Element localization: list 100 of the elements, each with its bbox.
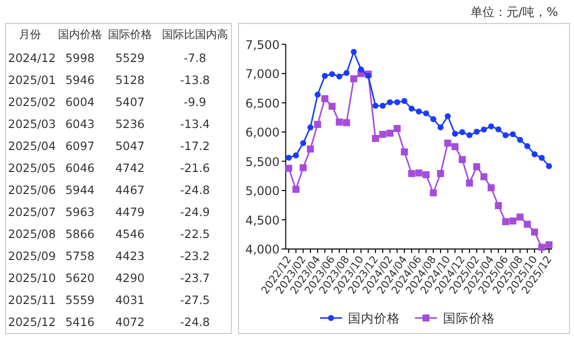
point — [532, 151, 538, 158]
point — [546, 241, 552, 248]
data-label: -23.7 — [180, 271, 210, 285]
point — [538, 244, 546, 251]
point — [459, 129, 466, 136]
point — [517, 136, 524, 143]
point — [401, 98, 408, 104]
data-label: -24.9 — [180, 205, 210, 219]
point — [343, 119, 350, 126]
point — [307, 124, 314, 130]
point — [350, 75, 358, 82]
point — [400, 148, 408, 156]
point — [466, 132, 472, 138]
data-label: 5128 — [115, 73, 145, 87]
point — [430, 116, 436, 122]
point — [546, 163, 552, 170]
point — [494, 202, 502, 210]
y-tick-label: 4,500 — [245, 213, 280, 228]
text: 月份 — [19, 28, 41, 41]
point — [538, 154, 545, 161]
point — [386, 99, 393, 106]
data-label: 4031 — [115, 293, 145, 307]
data-label: -23.2 — [180, 249, 210, 263]
point — [509, 217, 516, 224]
category-label: 2025/03 — [8, 117, 56, 131]
point — [524, 220, 531, 228]
point — [336, 73, 342, 80]
category-label: 2025/02 — [8, 95, 56, 109]
point — [314, 120, 322, 128]
point — [502, 132, 509, 138]
point — [358, 66, 364, 72]
y-tick-label: 6,500 — [245, 96, 280, 110]
point — [416, 108, 422, 115]
point — [437, 170, 444, 178]
point — [531, 228, 538, 236]
point — [480, 126, 487, 133]
data-label: 6043 — [65, 117, 95, 131]
point — [458, 156, 466, 164]
point — [444, 140, 452, 147]
category-label: 2025/12 — [8, 315, 56, 329]
data-label: 6004 — [65, 95, 95, 109]
point — [524, 143, 530, 150]
point — [372, 102, 378, 109]
data-label: -24.8 — [180, 183, 210, 197]
point — [488, 123, 494, 130]
point — [344, 70, 350, 76]
data-label: -13.8 — [180, 73, 210, 87]
category-label: 2025/06 — [8, 183, 56, 197]
point — [474, 128, 480, 135]
point — [488, 184, 495, 192]
point — [423, 110, 430, 116]
y-tick-label: 5,500 — [245, 154, 280, 169]
text: 国际比国内高 — [162, 28, 228, 41]
legend-label: 国内价格 — [348, 310, 400, 326]
point — [510, 131, 516, 138]
point — [408, 106, 415, 112]
y-tick-label: 6,000 — [245, 126, 280, 140]
point — [322, 72, 328, 79]
data-label: 4290 — [115, 271, 145, 285]
text: 国际价格 — [108, 28, 152, 41]
data-label: -22.5 — [180, 227, 210, 241]
data-label: 4072 — [115, 315, 145, 329]
point — [480, 173, 488, 180]
point — [394, 125, 401, 132]
point — [452, 130, 458, 137]
point — [286, 154, 292, 161]
data-label: -7.8 — [184, 51, 206, 65]
data-label: -21.6 — [180, 161, 210, 175]
point — [300, 140, 306, 146]
data-label: 5758 — [65, 249, 95, 263]
data-label: 4742 — [115, 161, 145, 175]
point — [336, 118, 343, 126]
data-label: 4479 — [115, 205, 145, 219]
data-label: -9.9 — [184, 95, 206, 109]
category-label: 2025/01 — [8, 73, 56, 87]
point — [473, 163, 480, 170]
y-tick-label: 4,000 — [245, 242, 280, 256]
y-tick-label: 7,500 — [245, 38, 280, 52]
category-label: 2025/08 — [8, 227, 56, 241]
data-label: -17.2 — [180, 139, 210, 153]
data-label: 5946 — [65, 73, 95, 87]
point — [350, 48, 357, 55]
point — [372, 134, 379, 142]
data-label: 6046 — [65, 161, 95, 175]
point — [306, 145, 314, 152]
data-label: 5047 — [115, 139, 145, 153]
point — [516, 214, 524, 221]
category-label: 2025/05 — [8, 161, 56, 175]
data-label: -27.5 — [180, 293, 210, 307]
data-label: 5866 — [65, 227, 95, 241]
category-label: 2024/12 — [8, 51, 56, 65]
point — [386, 130, 394, 137]
data-label: 4546 — [115, 227, 145, 241]
data-label: 5559 — [65, 293, 95, 307]
point — [394, 99, 400, 106]
y-tick-label: 5,000 — [245, 184, 280, 198]
data-label: 5416 — [65, 315, 95, 329]
legend-label: 国际价格 — [443, 310, 495, 326]
point — [495, 126, 502, 132]
point — [452, 143, 459, 150]
